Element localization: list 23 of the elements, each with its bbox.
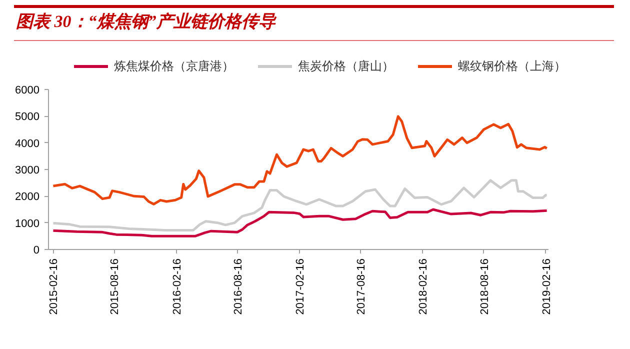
x-tick-label: 2017-08-16 bbox=[356, 258, 368, 315]
x-tick-label: 2019-02-16 bbox=[540, 258, 553, 315]
y-tick-label: 3000 bbox=[15, 164, 40, 176]
y-tick-label: 4000 bbox=[15, 138, 40, 150]
x-tick-label: 2018-08-16 bbox=[478, 258, 491, 315]
y-tick-label: 5000 bbox=[15, 111, 40, 124]
x-tick-label: 2018-02-16 bbox=[418, 258, 430, 315]
y-tick-label: 1000 bbox=[15, 218, 40, 230]
legend-label: 螺纹钢价格（上海） bbox=[458, 58, 566, 75]
legend-label: 炼焦煤价格（京唐港） bbox=[114, 58, 234, 75]
legend-label: 焦炭价格（唐山） bbox=[298, 58, 394, 75]
y-tick-label: 2000 bbox=[15, 191, 40, 204]
x-tick-label: 2015-02-16 bbox=[48, 258, 60, 315]
x-tick-label: 2016-02-16 bbox=[171, 258, 184, 315]
line-series bbox=[52, 115, 548, 206]
x-tick-label: 2015-08-16 bbox=[109, 258, 122, 315]
chart-title: 图表 30：“煤焦钢”产业链价格传导 bbox=[16, 11, 276, 33]
line-series bbox=[52, 208, 548, 238]
y-tick-label: 6000 bbox=[15, 84, 40, 96]
line-series bbox=[52, 179, 548, 232]
x-tick-label: 2017-02-16 bbox=[294, 258, 307, 315]
y-tick-label: 0 bbox=[33, 244, 40, 256]
x-tick-label: 2016-08-16 bbox=[232, 258, 245, 315]
